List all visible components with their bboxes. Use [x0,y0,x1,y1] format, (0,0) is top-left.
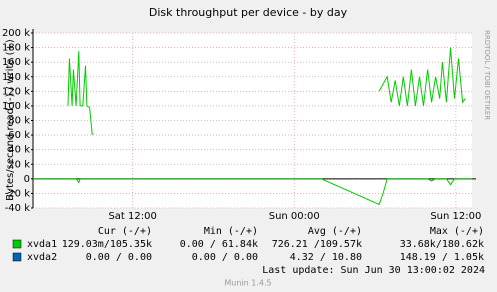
legend-header: Cur (-/+) [98,226,152,237]
x-tick-label: Sat 12:00 [108,211,156,222]
legend-header: Max (-/+) [430,226,484,237]
y-tick-label: 140 k [2,72,30,83]
legend-label: xvda2 [27,252,57,263]
y-tick-label: 0 [24,174,30,185]
y-tick-label: 80 k [8,116,30,127]
y-tick-label: 60 k [8,130,30,141]
legend-stat: 0.00 / 0.00 [86,252,152,263]
x-tick-label: Sun 12:00 [430,211,481,222]
y-axis-label: Bytes/second read (-) / write (+) [5,39,16,201]
y-tick-label: 40 k [8,145,30,156]
y-tick-label: 200 k [2,28,30,39]
y-tick-label: 180 k [2,43,30,54]
y-tick-label: -40 k [5,203,31,214]
last-update: Last update: Sun Jun 30 13:00:02 2024 [262,265,485,276]
legend-swatch [12,252,22,262]
y-tick-label: 20 k [8,159,30,170]
legend-label: xvda1 [27,239,57,250]
y-tick-label: 100 k [2,101,30,112]
legend-swatch [12,239,22,249]
chart-title: Disk throughput per device - by day [149,6,348,19]
series-line [67,47,466,136]
footer: Munin 1.4.5 [224,279,271,288]
legend-stat: 0.00 / 0.00 [192,252,258,263]
y-tick-label: -20 k [5,188,31,199]
legend-stat: 33.68k/180.62k [400,239,484,250]
y-tick-label: 120 k [2,86,30,97]
legend-header: Avg (-/+) [308,226,362,237]
legend-stat: 726.21 /109.57k [272,239,362,250]
watermark: RRDTOOL / TOBI OETIKER [483,30,491,120]
legend-stat: 129.03m/105.35k [62,239,152,250]
x-tick-label: Sun 00:00 [269,211,320,222]
legend-stat: 148.19 / 1.05k [400,252,484,263]
legend-header: Min (-/+) [204,226,258,237]
y-tick-label: 160 k [2,57,30,68]
legend-stat: 0.00 / 61.84k [180,239,258,250]
series-line [33,178,472,206]
legend-stat: 4.32 / 10.80 [290,252,362,263]
